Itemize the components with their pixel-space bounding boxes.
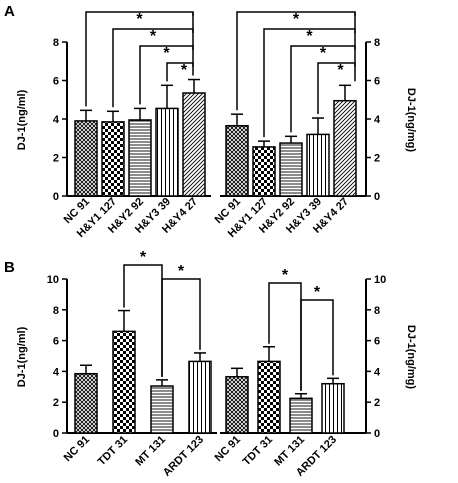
y-tick-label: 4 [374,114,381,126]
y-tick-label: 10 [47,274,59,286]
significance-star: * [163,45,170,62]
y-tick-label: 8 [374,305,380,317]
bar [333,99,357,197]
bar [128,119,152,197]
y-tick-label: 0 [374,428,380,440]
y-axis-label: DJ-1(ng/ml) [16,326,28,387]
bar [74,372,98,434]
bar [74,120,98,197]
bar [188,360,212,434]
bar [306,133,330,197]
y-tick-label: 2 [53,397,59,409]
panel-letter-a: A [4,3,15,20]
y-tick-label: 0 [53,191,59,203]
significance-star: * [282,267,289,284]
y-tick-label: 4 [53,114,60,126]
panel-letter-b: B [4,259,15,276]
y-axis-label: DJ-1(ng/mg) [405,325,417,390]
y-axis-label: DJ-1(ng/mg) [405,88,417,153]
y-tick-label: 10 [374,274,386,286]
y-tick-label: 4 [374,366,381,378]
significance-star: * [306,28,313,45]
y-tick-label: 6 [53,336,59,348]
category-label: MT 131 [133,434,168,469]
y-tick-label: 8 [374,37,380,49]
significance-star: * [178,263,185,280]
bar [225,124,249,197]
y-tick-label: 6 [374,336,380,348]
significance-star: * [293,11,300,28]
bar [101,121,125,197]
bar [321,382,345,434]
category-label: NC 91 [213,434,244,465]
bar [182,92,206,197]
y-tick-label: 0 [53,428,59,440]
y-tick-label: 4 [53,366,60,378]
significance-star: * [140,249,147,266]
significance-star: * [181,62,188,79]
bar [225,376,249,434]
bar [279,142,303,197]
bar [289,397,313,434]
bar [150,385,174,434]
y-tick-label: 8 [53,305,59,317]
y-tick-label: 6 [53,76,59,88]
bar [155,107,179,197]
bar [112,330,136,434]
y-tick-label: 2 [374,397,380,409]
significance-bracket [161,278,201,377]
category-label: TDT 31 [241,434,275,468]
significance-star: * [150,28,157,45]
y-tick-label: 0 [374,191,380,203]
significance-star: * [320,45,327,62]
y-tick-label: 8 [53,37,59,49]
chart-b-left: 0 2 4 6 8 10 DJ-1(ng/ml) NC 91 TDT 31 MT 131ARDT … [16,249,217,479]
significance-star: * [136,11,143,28]
category-label: NC 91 [62,434,93,465]
bar [257,360,281,434]
y-tick-label: 6 [374,76,380,88]
y-tick-label: 2 [374,153,380,165]
category-label: TDT 31 [96,434,130,468]
y-axis-label: DJ-1(ng/ml) [16,89,28,150]
y-tick-label: 2 [53,153,59,165]
significance-star: * [337,62,344,79]
bar [252,146,276,197]
category-label: ARDT 123 [161,434,206,479]
significance-star: * [314,284,321,301]
significance-bracket [300,299,334,391]
